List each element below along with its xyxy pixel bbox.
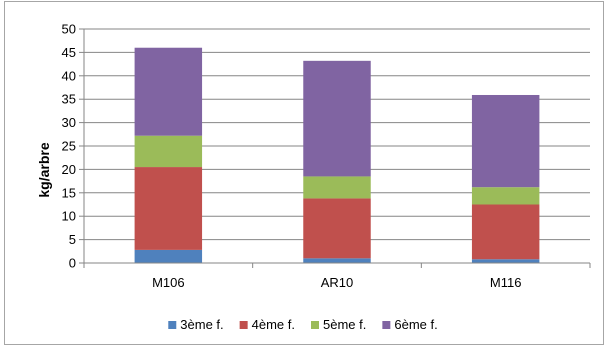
y-tick-label-30: 30	[62, 115, 76, 130]
bar-M116-series-3	[471, 187, 540, 205]
y-tick-label-35: 35	[62, 92, 76, 107]
y-tick-label-45: 45	[62, 45, 76, 60]
y-axis-label: kg/arbre	[36, 142, 52, 197]
legend-item-3: 5ème f.	[311, 317, 366, 332]
y-tick-label-25: 25	[62, 139, 76, 154]
legend-item-2: 4ème f.	[239, 317, 295, 332]
legend-swatch-1	[168, 321, 177, 329]
y-tick-label-20: 20	[62, 162, 76, 177]
legend: 3ème f. 4ème f. 5ème f. 6ème f.	[168, 317, 438, 332]
x-tick-label-M116: M116	[490, 275, 522, 290]
bar-AR10-series-2	[303, 198, 371, 259]
bar-M116-series-1	[471, 259, 540, 263]
legend-label-1: 3ème f.	[180, 317, 223, 332]
legend-label-2: 4ème f.	[252, 317, 295, 332]
y-tick-label-40: 40	[62, 68, 76, 83]
legend-item-4: 6ème f.	[382, 317, 438, 332]
legend-label-3: 5ème f.	[323, 317, 366, 332]
x-tick-label-M106: M106	[152, 275, 185, 290]
bar-M106-series-4	[134, 47, 203, 136]
y-tick-label-50: 50	[62, 22, 76, 37]
bar-M116-series-4	[471, 94, 540, 188]
y-tick-label-0: 0	[69, 256, 76, 271]
bar-M106-series-1	[134, 249, 203, 263]
legend-swatch-3	[311, 321, 319, 329]
bar-AR10-series-3	[303, 176, 371, 199]
x-tick-label-AR10: AR10	[321, 275, 354, 290]
axes	[83, 29, 591, 268]
y-tick-label-5: 5	[69, 232, 76, 247]
bar-M106-series-3	[134, 135, 203, 168]
bar-AR10-series-4	[303, 60, 371, 177]
bar-AR10-series-1	[303, 258, 371, 263]
legend-swatch-4	[382, 321, 391, 329]
x-tick-labels: M106 AR10 M116	[152, 275, 521, 290]
y-tick-label-15: 15	[62, 185, 76, 200]
bar-M106-series-2	[134, 167, 203, 250]
legend-label-4: 6ème f.	[394, 317, 437, 332]
legend-swatch-2	[239, 321, 248, 329]
bar-M116-series-2	[471, 204, 540, 260]
y-tick-label-10: 10	[62, 209, 76, 224]
y-tick-labels: 0 5 10 15 20 25 30 35 40 45 50	[62, 22, 76, 271]
bars	[134, 47, 540, 263]
legend-item-1: 3ème f.	[168, 317, 224, 332]
